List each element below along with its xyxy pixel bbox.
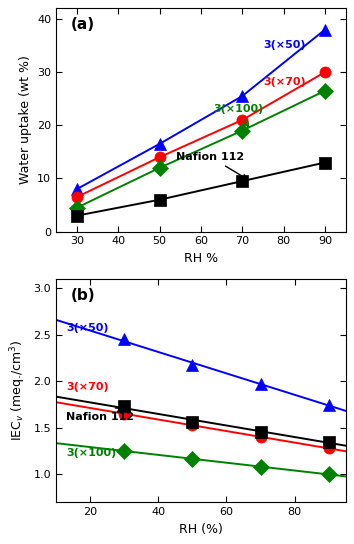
Text: 3(×70): 3(×70)	[263, 77, 306, 88]
Text: (b): (b)	[70, 288, 95, 303]
Text: 3(×70): 3(×70)	[66, 382, 109, 392]
Text: Nafion 112: Nafion 112	[176, 152, 247, 179]
Y-axis label: IEC$_v$ (meq./cm$^3$): IEC$_v$ (meq./cm$^3$)	[8, 340, 28, 441]
X-axis label: RH (%): RH (%)	[179, 523, 223, 536]
Text: 3(×100): 3(×100)	[213, 104, 263, 127]
Text: 3(×50): 3(×50)	[66, 323, 109, 333]
Y-axis label: Water uptake (wt %): Water uptake (wt %)	[18, 55, 32, 184]
X-axis label: RH %: RH %	[184, 252, 218, 265]
Text: 3(×100): 3(×100)	[66, 448, 116, 458]
Text: 3(×50): 3(×50)	[263, 40, 306, 50]
Text: (a): (a)	[70, 17, 95, 32]
Text: Nafion 112: Nafion 112	[66, 408, 135, 422]
